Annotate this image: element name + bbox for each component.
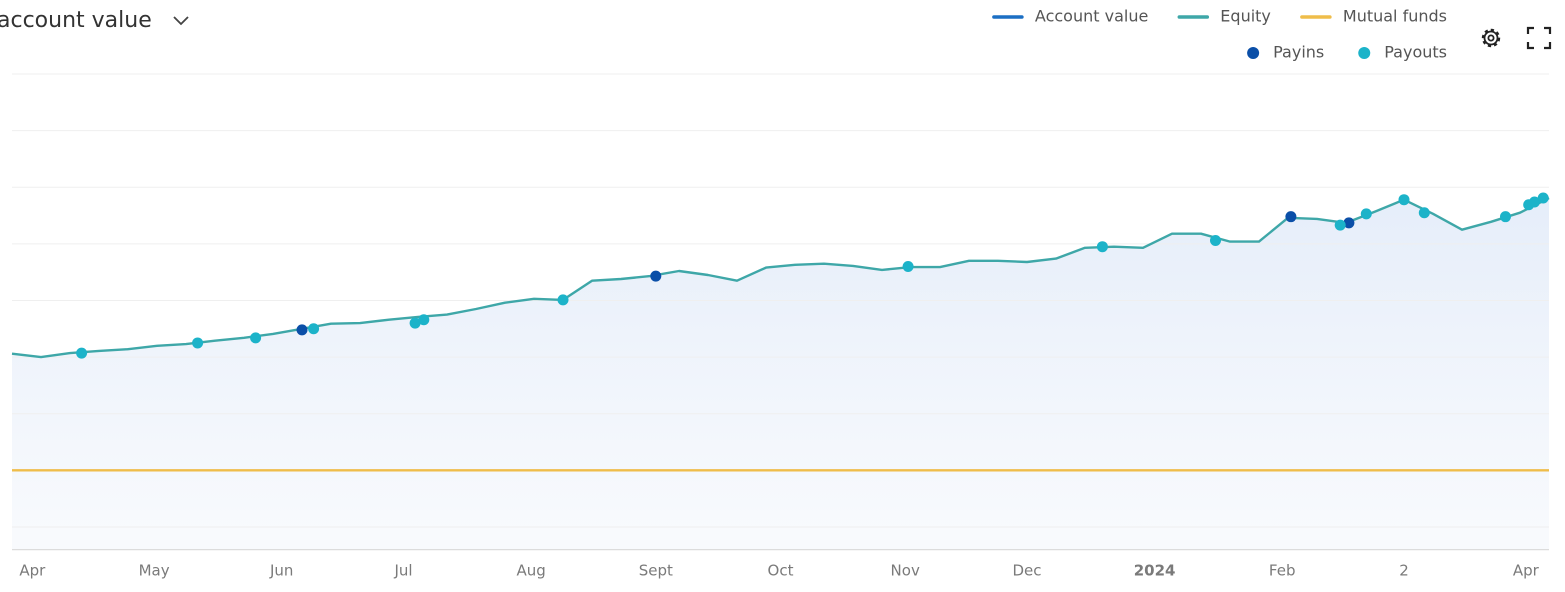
legend-label: Payins [1273, 43, 1324, 62]
x-tick-label: Aug [516, 562, 545, 580]
point [409, 317, 421, 329]
legend-label: Payouts [1384, 43, 1447, 62]
x-tick-label: 2 [1399, 562, 1409, 580]
chart-title: account value [0, 8, 152, 33]
x-tick-label: Nov [891, 562, 920, 580]
point [296, 324, 308, 336]
x-tick-label: 2024 [1134, 562, 1176, 580]
point [557, 294, 569, 306]
x-tick-label: Oct [768, 562, 794, 580]
x-tick-label: Dec [1012, 562, 1041, 580]
x-tick-label: Jul [393, 562, 412, 580]
point [1500, 211, 1511, 223]
point [1529, 196, 1540, 208]
x-tick-label: Apr [19, 562, 46, 580]
point [1398, 194, 1410, 206]
x-tick-label: Sept [639, 562, 673, 580]
point [1537, 192, 1549, 204]
point [1096, 241, 1108, 253]
point [192, 337, 204, 349]
area [12, 198, 1549, 550]
point [1334, 219, 1346, 231]
plot-area: Apr May Jun Jul Aug Sept Oct Nov Dec 2024 Feb 2 Apr [11, 73, 1550, 580]
point [650, 270, 662, 282]
point [250, 332, 262, 344]
legend: Account value Equity Mutual funds Payins Pay… [992, 7, 1447, 62]
point [902, 261, 914, 273]
legend-label: Mutual funds [1343, 7, 1447, 26]
point [1285, 211, 1297, 223]
x-tick-label: May [139, 562, 170, 580]
legend-label: Account value [1035, 7, 1148, 26]
x-tick-label: Jun [269, 562, 293, 580]
point [1343, 217, 1355, 229]
legend-swatch [1358, 47, 1371, 59]
x-tick-label: Feb [1269, 562, 1296, 580]
point [1360, 208, 1372, 220]
x-tick-label: Apr [1513, 562, 1540, 580]
point [76, 347, 88, 359]
settings-icon[interactable] [1481, 28, 1501, 48]
point [308, 323, 320, 335]
legend-swatch [1247, 47, 1260, 59]
legend-label: Equity [1220, 7, 1271, 26]
point [1418, 207, 1430, 219]
dropdown-icon[interactable] [173, 16, 189, 26]
point [418, 314, 430, 326]
point [1210, 234, 1221, 246]
fullscreen-icon[interactable] [1526, 26, 1552, 50]
